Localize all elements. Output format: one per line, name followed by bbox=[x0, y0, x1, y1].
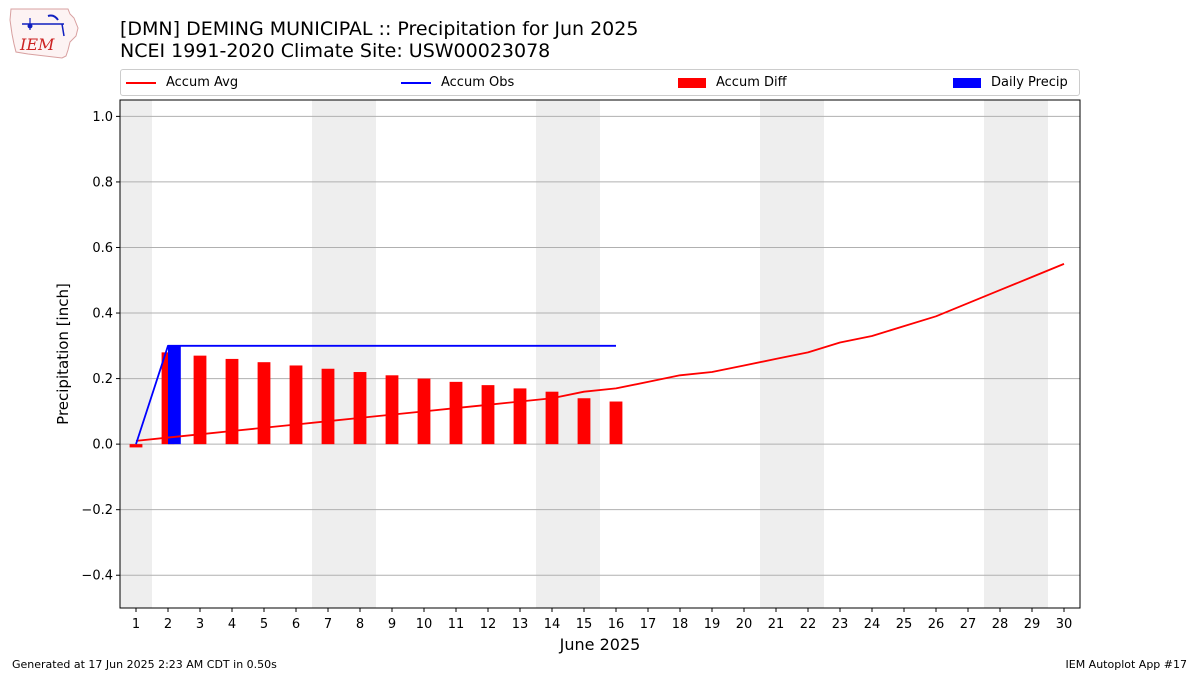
x-tick-label: 3 bbox=[196, 617, 204, 632]
legend-swatch-accum-avg bbox=[126, 81, 156, 84]
accum-diff-bar bbox=[289, 365, 303, 445]
weekend-shade bbox=[120, 100, 152, 608]
accum-obs-line bbox=[135, 344, 616, 445]
legend-label-accum-avg: Accum Avg bbox=[166, 75, 239, 90]
accum-diff-bar bbox=[225, 358, 239, 445]
x-tick-label: 7 bbox=[324, 617, 332, 632]
x-tick-label: 10 bbox=[416, 617, 433, 632]
title-line-1: [DMN] DEMING MUNICIPAL :: Precipitation … bbox=[120, 18, 639, 40]
legend-label-accum-obs: Accum Obs bbox=[441, 75, 515, 90]
x-tick-label: 8 bbox=[356, 617, 364, 632]
generated-timestamp: Generated at 17 Jun 2025 2:23 AM CDT in … bbox=[12, 658, 277, 671]
x-tick-label: 24 bbox=[864, 617, 881, 632]
weekend-shade bbox=[568, 100, 600, 608]
x-tick-label: 23 bbox=[832, 617, 849, 632]
daily-precip-bar bbox=[168, 345, 181, 445]
x-tick-label: 4 bbox=[228, 617, 236, 632]
x-axis-label: June 2025 bbox=[559, 635, 641, 654]
legend-item-accum-avg: Accum Avg bbox=[126, 70, 238, 95]
accum-diff-bar bbox=[449, 381, 463, 445]
weekend-shade bbox=[344, 100, 376, 608]
x-tick-label: 25 bbox=[896, 617, 913, 632]
legend-swatch-accum-diff bbox=[678, 77, 706, 88]
accum-diff-bar bbox=[353, 372, 367, 445]
accum-diff-bar bbox=[545, 391, 559, 445]
x-tick-label: 14 bbox=[544, 617, 561, 632]
legend-label-daily-precip: Daily Precip bbox=[991, 75, 1068, 90]
legend-swatch-daily-precip bbox=[953, 77, 981, 88]
logo-text: IEM bbox=[19, 35, 55, 54]
accum-diff-bar bbox=[129, 444, 143, 448]
y-tick-label: 0.6 bbox=[92, 241, 113, 256]
y-tick-label: −0.4 bbox=[81, 569, 113, 584]
legend-swatch-accum-obs bbox=[401, 81, 431, 84]
x-tick-label: 28 bbox=[992, 617, 1009, 632]
x-tick-label: 18 bbox=[672, 617, 689, 632]
accum-diff-bar bbox=[257, 362, 271, 445]
app-label: IEM Autoplot App #17 bbox=[1065, 658, 1188, 671]
x-tick-label: 6 bbox=[292, 617, 300, 632]
x-tick-label: 17 bbox=[640, 617, 657, 632]
x-tick-label: 27 bbox=[960, 617, 977, 632]
legend: Accum Avg Accum Obs Accum Diff Daily Pre… bbox=[120, 69, 1080, 96]
y-axis-label: Precipitation [inch] bbox=[54, 283, 72, 425]
accum-avg-line bbox=[135, 263, 1065, 442]
accum-diff-bar bbox=[481, 385, 495, 445]
x-tick-label: 22 bbox=[800, 617, 817, 632]
legend-item-accum-diff: Accum Diff bbox=[678, 70, 787, 95]
x-tick-label: 19 bbox=[704, 617, 721, 632]
legend-item-accum-obs: Accum Obs bbox=[401, 70, 514, 95]
x-tick-label: 2 bbox=[164, 617, 172, 632]
weekend-shade bbox=[760, 100, 792, 608]
weekend-shade bbox=[1016, 100, 1048, 608]
accum-diff-bar bbox=[577, 398, 591, 445]
x-tick-label: 15 bbox=[576, 617, 593, 632]
x-tick-label: 26 bbox=[928, 617, 945, 632]
accum-diff-bar bbox=[193, 355, 207, 445]
y-tick-label: 0.2 bbox=[92, 372, 113, 387]
x-tick-label: 16 bbox=[608, 617, 625, 632]
weekend-shade bbox=[536, 100, 568, 608]
weekend-shade bbox=[984, 100, 1016, 608]
accum-diff-bar bbox=[321, 368, 335, 445]
plot-frame bbox=[119, 99, 1081, 609]
accum-diff-bar bbox=[385, 375, 399, 445]
x-tick-label: 29 bbox=[1024, 617, 1041, 632]
x-tick-label: 20 bbox=[736, 617, 753, 632]
x-tick-label: 12 bbox=[480, 617, 497, 632]
iem-logo: IEM bbox=[8, 6, 80, 60]
y-tick-label: −0.2 bbox=[81, 503, 113, 518]
x-tick-label: 21 bbox=[768, 617, 785, 632]
y-tick-label: 0.8 bbox=[92, 175, 113, 190]
legend-item-daily-precip: Daily Precip bbox=[953, 70, 1068, 95]
x-tick-label: 9 bbox=[388, 617, 396, 632]
chart-title: [DMN] DEMING MUNICIPAL :: Precipitation … bbox=[120, 18, 638, 62]
x-tick-label: 30 bbox=[1056, 617, 1073, 632]
legend-label-accum-diff: Accum Diff bbox=[716, 75, 787, 90]
accum-diff-bar bbox=[609, 401, 623, 445]
weekend-shade bbox=[312, 100, 344, 608]
title-line-2: NCEI 1991-2020 Climate Site: USW00023078 bbox=[120, 40, 551, 62]
y-tick-label: 0.4 bbox=[92, 307, 113, 322]
x-tick-label: 11 bbox=[448, 617, 465, 632]
x-tick-label: 5 bbox=[260, 617, 268, 632]
x-tick-label: 1 bbox=[132, 617, 140, 632]
y-tick-label: 0.0 bbox=[92, 438, 113, 453]
y-tick-label: 1.0 bbox=[92, 110, 113, 125]
accum-diff-bar bbox=[513, 388, 527, 445]
x-tick-label: 13 bbox=[512, 617, 529, 632]
